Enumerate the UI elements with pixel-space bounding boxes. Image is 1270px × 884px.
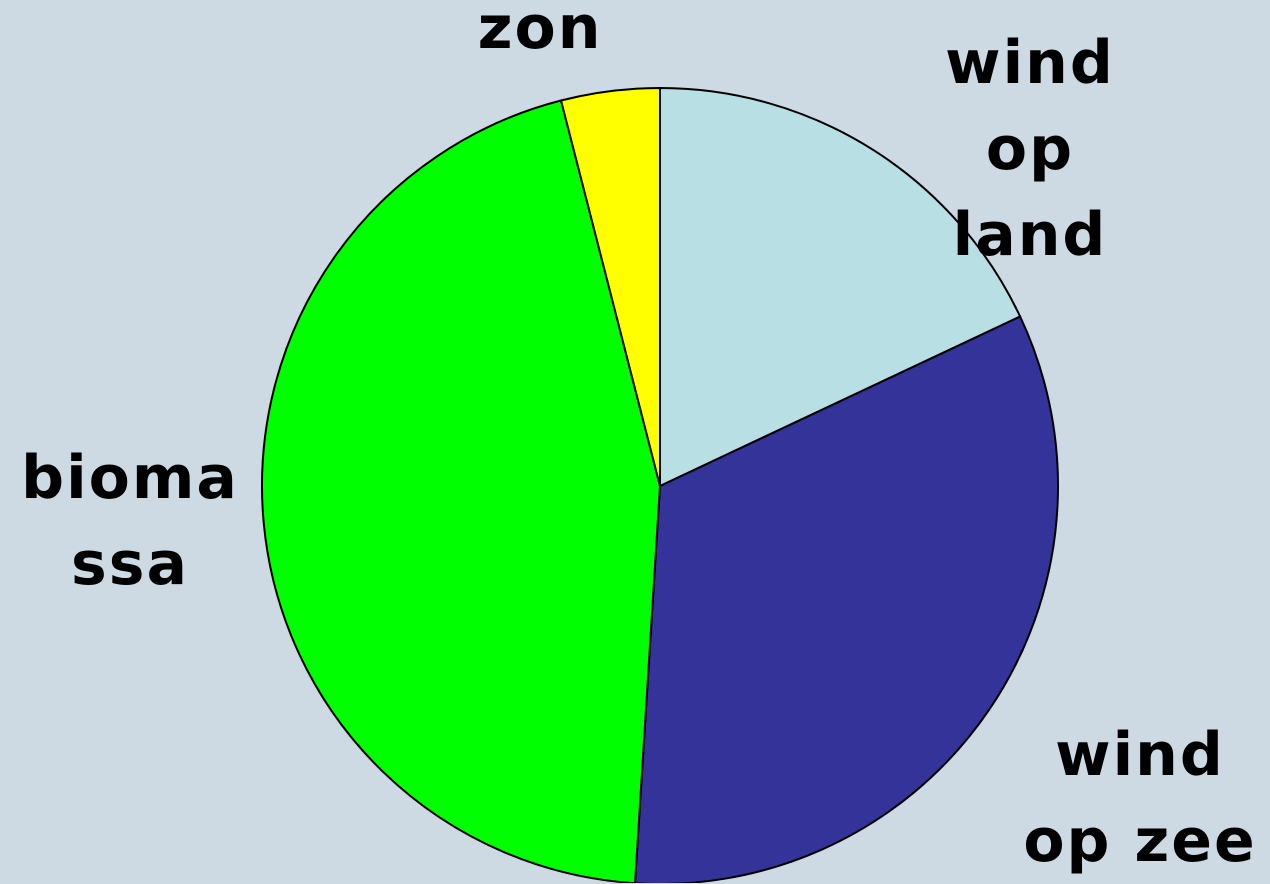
slice-label: biomassa [21,443,239,599]
slice-label: wind op land [945,28,1115,270]
slice-label: zon [477,0,603,63]
pie-slice [559,86,661,487]
pie-slice [634,315,1059,883]
pie-slice [659,86,1022,488]
pie-slice [261,99,662,883]
slice-label: wind op zee [1023,720,1257,876]
